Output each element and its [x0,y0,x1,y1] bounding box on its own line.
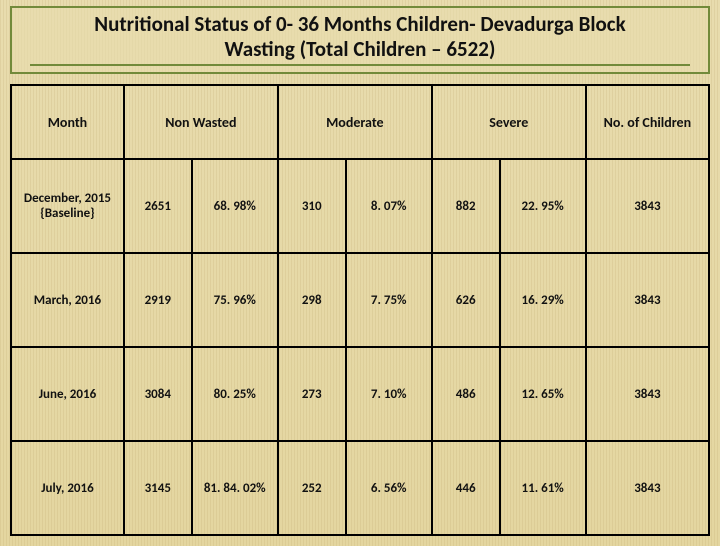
title-line-2: Wasting (Total Children – 6522) [20,37,700,62]
cell-md-n: 273 [278,347,346,441]
cell-md-pct: 8. 07% [346,159,432,253]
cell-md-pct: 7. 75% [346,253,432,347]
cell-nw-n: 3084 [124,347,192,441]
title-block: Nutritional Status of 0- 36 Months Child… [10,6,710,74]
cell-month: July, 2016 [11,441,124,535]
cell-sv-n: 446 [432,441,500,535]
cell-sv-pct: 16. 29% [500,253,586,347]
cell-month: December, 2015 {Baseline} [11,159,124,253]
cell-total: 3843 [586,159,709,253]
cell-nw-pct: 75. 96% [192,253,278,347]
cell-sv-n: 882 [432,159,500,253]
cell-sv-n: 626 [432,253,500,347]
cell-nw-pct: 68. 98% [192,159,278,253]
cell-month: March, 2016 [11,253,124,347]
table-row: June, 2016 3084 80. 25% 273 7. 10% 486 1… [11,347,709,441]
col-total: No. of Children [586,85,709,159]
data-table: Month Non Wasted Moderate Severe No. of … [10,84,710,536]
cell-month: June, 2016 [11,347,124,441]
title-line-1: Nutritional Status of 0- 36 Months Child… [20,12,700,37]
cell-nw-n: 3145 [124,441,192,535]
cell-nw-n: 2651 [124,159,192,253]
cell-md-n: 252 [278,441,346,535]
col-non-wasted: Non Wasted [124,85,278,159]
cell-md-pct: 6. 56% [346,441,432,535]
col-severe: Severe [432,85,586,159]
col-moderate: Moderate [278,85,432,159]
cell-sv-pct: 22. 95% [500,159,586,253]
table-header-row: Month Non Wasted Moderate Severe No. of … [11,85,709,159]
table-body: December, 2015 {Baseline} 2651 68. 98% 3… [11,159,709,535]
cell-nw-pct: 80. 25% [192,347,278,441]
cell-md-n: 298 [278,253,346,347]
title-underline [30,64,690,66]
cell-md-n: 310 [278,159,346,253]
table-row: March, 2016 2919 75. 96% 298 7. 75% 626 … [11,253,709,347]
cell-nw-n: 2919 [124,253,192,347]
cell-sv-pct: 12. 65% [500,347,586,441]
cell-sv-pct: 11. 61% [500,441,586,535]
cell-nw-pct: 81. 84. 02% [192,441,278,535]
cell-sv-n: 486 [432,347,500,441]
cell-total: 3843 [586,253,709,347]
cell-md-pct: 7. 10% [346,347,432,441]
col-month: Month [11,85,124,159]
cell-total: 3843 [586,347,709,441]
table-row: July, 2016 3145 81. 84. 02% 252 6. 56% 4… [11,441,709,535]
cell-total: 3843 [586,441,709,535]
table-row: December, 2015 {Baseline} 2651 68. 98% 3… [11,159,709,253]
